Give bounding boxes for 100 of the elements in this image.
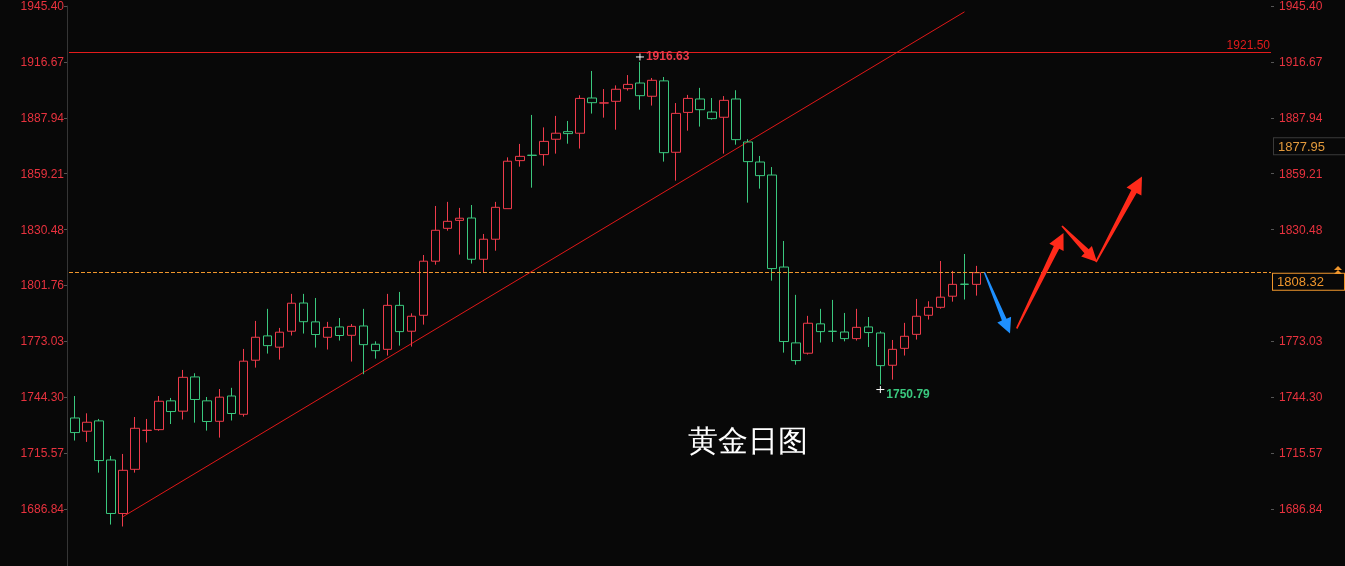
candlestick: [791, 294, 801, 366]
candlestick: [936, 260, 945, 310]
candlestick: [539, 126, 549, 167]
y-tick-label: 1916.67: [20, 54, 65, 69]
candlestick: [455, 207, 464, 256]
y-tick-label: 1859.21: [20, 166, 65, 181]
candlestick: [635, 61, 645, 111]
candlestick: [972, 265, 981, 297]
candlestick: [118, 453, 128, 528]
candlestick: [755, 155, 765, 190]
candlestick: [599, 88, 609, 119]
candlestick: [611, 84, 621, 131]
candlestick: [407, 312, 416, 348]
annotation: 1750.79: [886, 386, 931, 401]
candlestick: [695, 87, 705, 128]
ref-line-label: 1921.50: [1226, 38, 1271, 53]
y2-tick-label: 1744.30: [1279, 390, 1323, 405]
ref-line-label: 1808.32: [1277, 274, 1324, 290]
candlestick: [563, 120, 573, 145]
candlestick: [515, 143, 525, 168]
candlestick: [671, 102, 681, 182]
candlestick: [94, 418, 104, 474]
candlestick: [419, 254, 428, 326]
y2-tick-label: 1686.84: [1279, 501, 1323, 516]
y-tick-label: 1744.30: [20, 390, 65, 405]
candlestick: [479, 233, 488, 274]
y-tick-label: 1945.40: [20, 0, 65, 13]
candlestick: [299, 293, 308, 335]
y-tick-label: 1773.03: [20, 334, 65, 349]
candlestick: [551, 115, 561, 155]
y-tick-label: 1887.94: [20, 110, 65, 125]
candlestick: [443, 201, 452, 232]
candlestick: [767, 166, 777, 282]
candlestick: [587, 70, 597, 115]
candlestick: [251, 320, 260, 369]
y-tick-label: 1801.76: [20, 278, 65, 293]
candlestick: [683, 94, 693, 132]
candlestick: [803, 315, 813, 356]
candlestick: [491, 201, 500, 252]
candlestick: [719, 95, 729, 155]
y2-tick-label: 1830.48: [1279, 222, 1323, 237]
candlestick: [371, 340, 380, 360]
y2-tick-label: 1859.21: [1279, 166, 1323, 181]
candlestick: [227, 387, 236, 422]
candlestick: [924, 300, 933, 321]
candlestick: [215, 388, 224, 439]
candlestick: [130, 416, 140, 474]
candlestick: [828, 299, 837, 343]
y-tick-label: 1715.57: [20, 446, 65, 461]
candlestick: [707, 97, 717, 121]
candlestick: [575, 94, 585, 150]
candlestick: [912, 298, 921, 341]
candlestick: [864, 316, 873, 348]
candlestick: [876, 330, 885, 386]
candlestick: [888, 339, 897, 381]
candlestick: [743, 138, 753, 204]
candlestick: [383, 293, 392, 357]
candlestick: [623, 74, 633, 92]
annotation: 1916.63: [645, 48, 690, 63]
candlestick: [190, 372, 200, 424]
y2-tick-label: 1945.40: [1279, 0, 1323, 13]
candlestick: [900, 322, 909, 357]
y-tick-label: 1686.84: [20, 501, 65, 516]
candlestick: [106, 455, 116, 526]
candlestick: [311, 297, 320, 349]
candlestick: [287, 293, 296, 336]
candlestick: [202, 396, 212, 432]
candlestick: [431, 205, 440, 266]
candlestick: [948, 270, 957, 303]
candlestick: [154, 395, 164, 432]
candlestick: [527, 114, 537, 189]
candlestick: [359, 308, 368, 375]
candlestick: [323, 321, 332, 351]
y2-tick-label: 1715.57: [1279, 446, 1323, 461]
candlestick: [816, 308, 825, 344]
candlestick: [275, 327, 284, 361]
candlestick: [731, 89, 741, 146]
candlestick: [70, 395, 80, 442]
candlestick: [659, 76, 669, 163]
candlestick: [335, 317, 344, 342]
candlestick: [395, 291, 404, 347]
y-tick-label: 1830.48: [20, 222, 65, 237]
candlestick: [647, 77, 657, 107]
candlestick: [263, 308, 272, 355]
candlestick: [166, 397, 176, 425]
y2-tick-label: 1773.03: [1279, 334, 1323, 349]
candlestick: [840, 312, 849, 342]
candlestick: [82, 412, 92, 443]
text: 1877.95: [1278, 139, 1325, 155]
text: 黄金日图: [688, 422, 808, 458]
candlestick: [503, 156, 512, 210]
candlestick: [960, 253, 969, 301]
candlestick: [467, 204, 476, 265]
candlestick: [178, 369, 188, 421]
candlestick: [779, 240, 789, 354]
candlestick: [347, 323, 356, 363]
y2-tick-label: 1916.67: [1279, 54, 1323, 69]
candlestick: [852, 308, 861, 342]
y2-tick-label: 1887.94: [1279, 110, 1323, 125]
candlestick: [142, 418, 152, 443]
